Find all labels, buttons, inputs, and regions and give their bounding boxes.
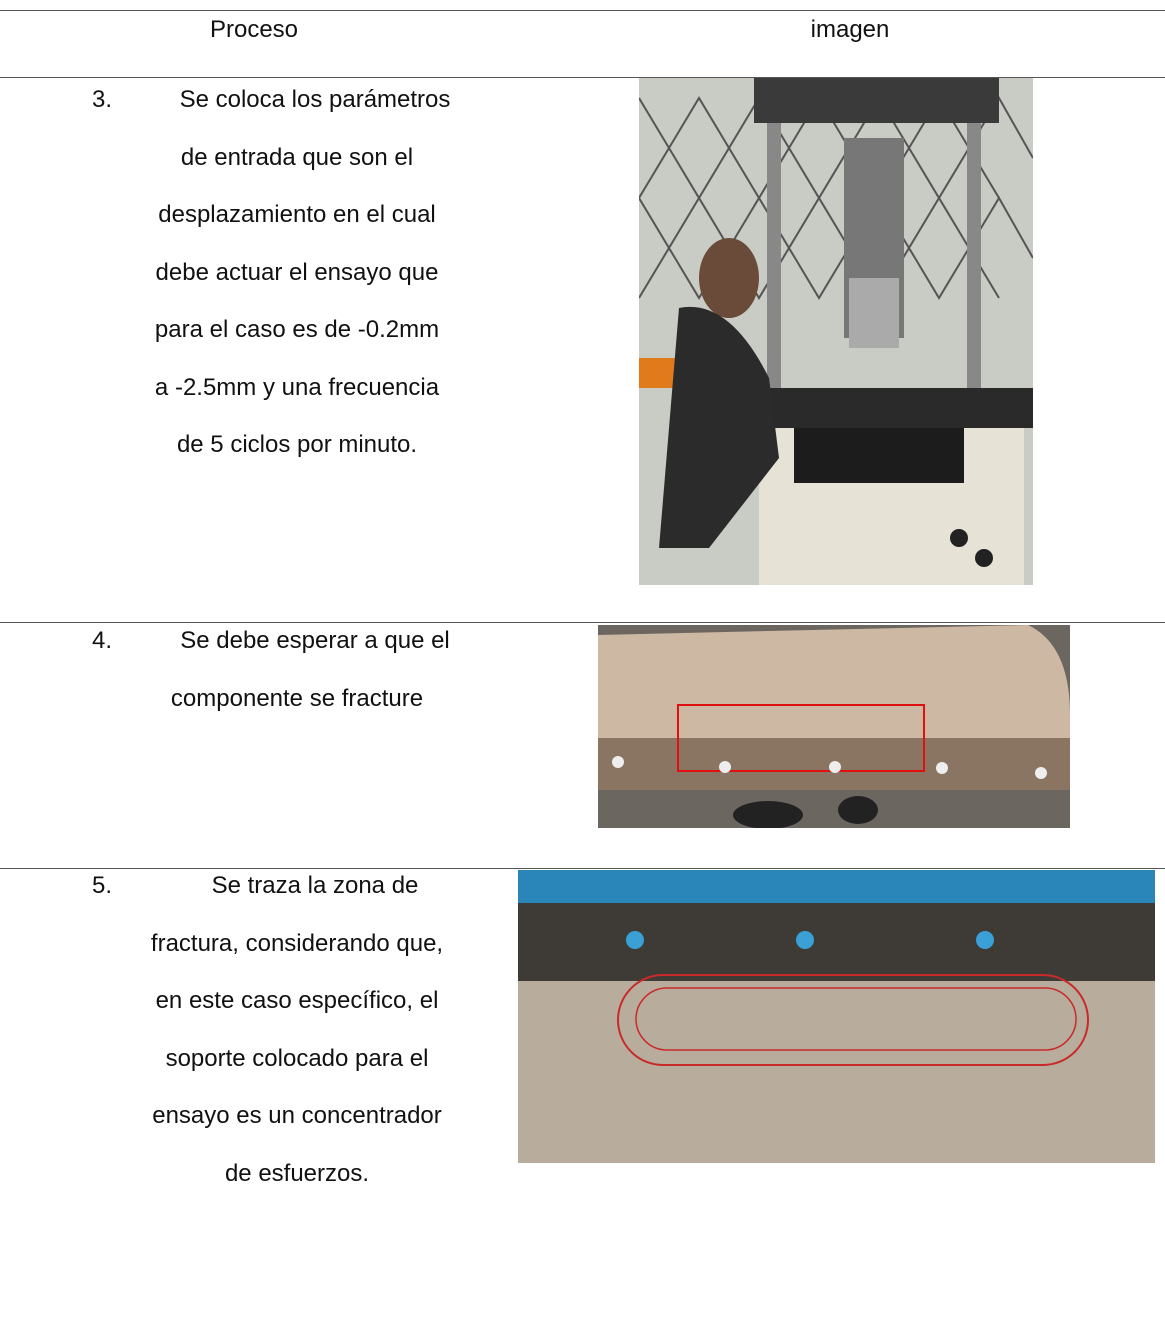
list-number: 5. — [92, 872, 113, 899]
text-line: de entrada que son el — [180, 143, 414, 171]
rule — [0, 77, 1165, 78]
list-number: 3. — [92, 86, 113, 113]
text-line: soporte colocado para el — [165, 1044, 429, 1072]
text-line: para el caso es de -0.2mm — [154, 316, 440, 343]
text-line: de esfuerzos. — [224, 1159, 370, 1187]
text-line: debe actuar el ensayo que — [155, 258, 439, 286]
header-cell: Proceso — [209, 16, 299, 43]
text-line: en este caso específico, el — [155, 987, 439, 1014]
text-line: desplazamiento en el cual — [158, 201, 436, 228]
rule — [0, 868, 1165, 869]
text-line: Se coloca los parámetros — [179, 86, 451, 113]
text-line: a -2.5mm y una frecuencia — [154, 373, 440, 401]
header-cell: imagen — [810, 16, 890, 43]
text-line: Se traza la zona de — [211, 872, 419, 899]
rule — [0, 622, 1165, 623]
text-line: Se debe esperar a que el — [180, 627, 450, 654]
photo-fracture — [518, 870, 1155, 1163]
text-line: componente se fracture — [170, 684, 424, 712]
text-line: fractura, considerando que, — [150, 929, 444, 957]
rule — [0, 10, 1165, 11]
list-number: 4. — [92, 627, 113, 654]
text-line: de 5 ciclos por minuto. — [176, 431, 418, 458]
text-line: ensayo es un concentrador — [152, 1102, 442, 1129]
photo-component — [598, 625, 1070, 828]
photo-machine — [639, 78, 1033, 585]
